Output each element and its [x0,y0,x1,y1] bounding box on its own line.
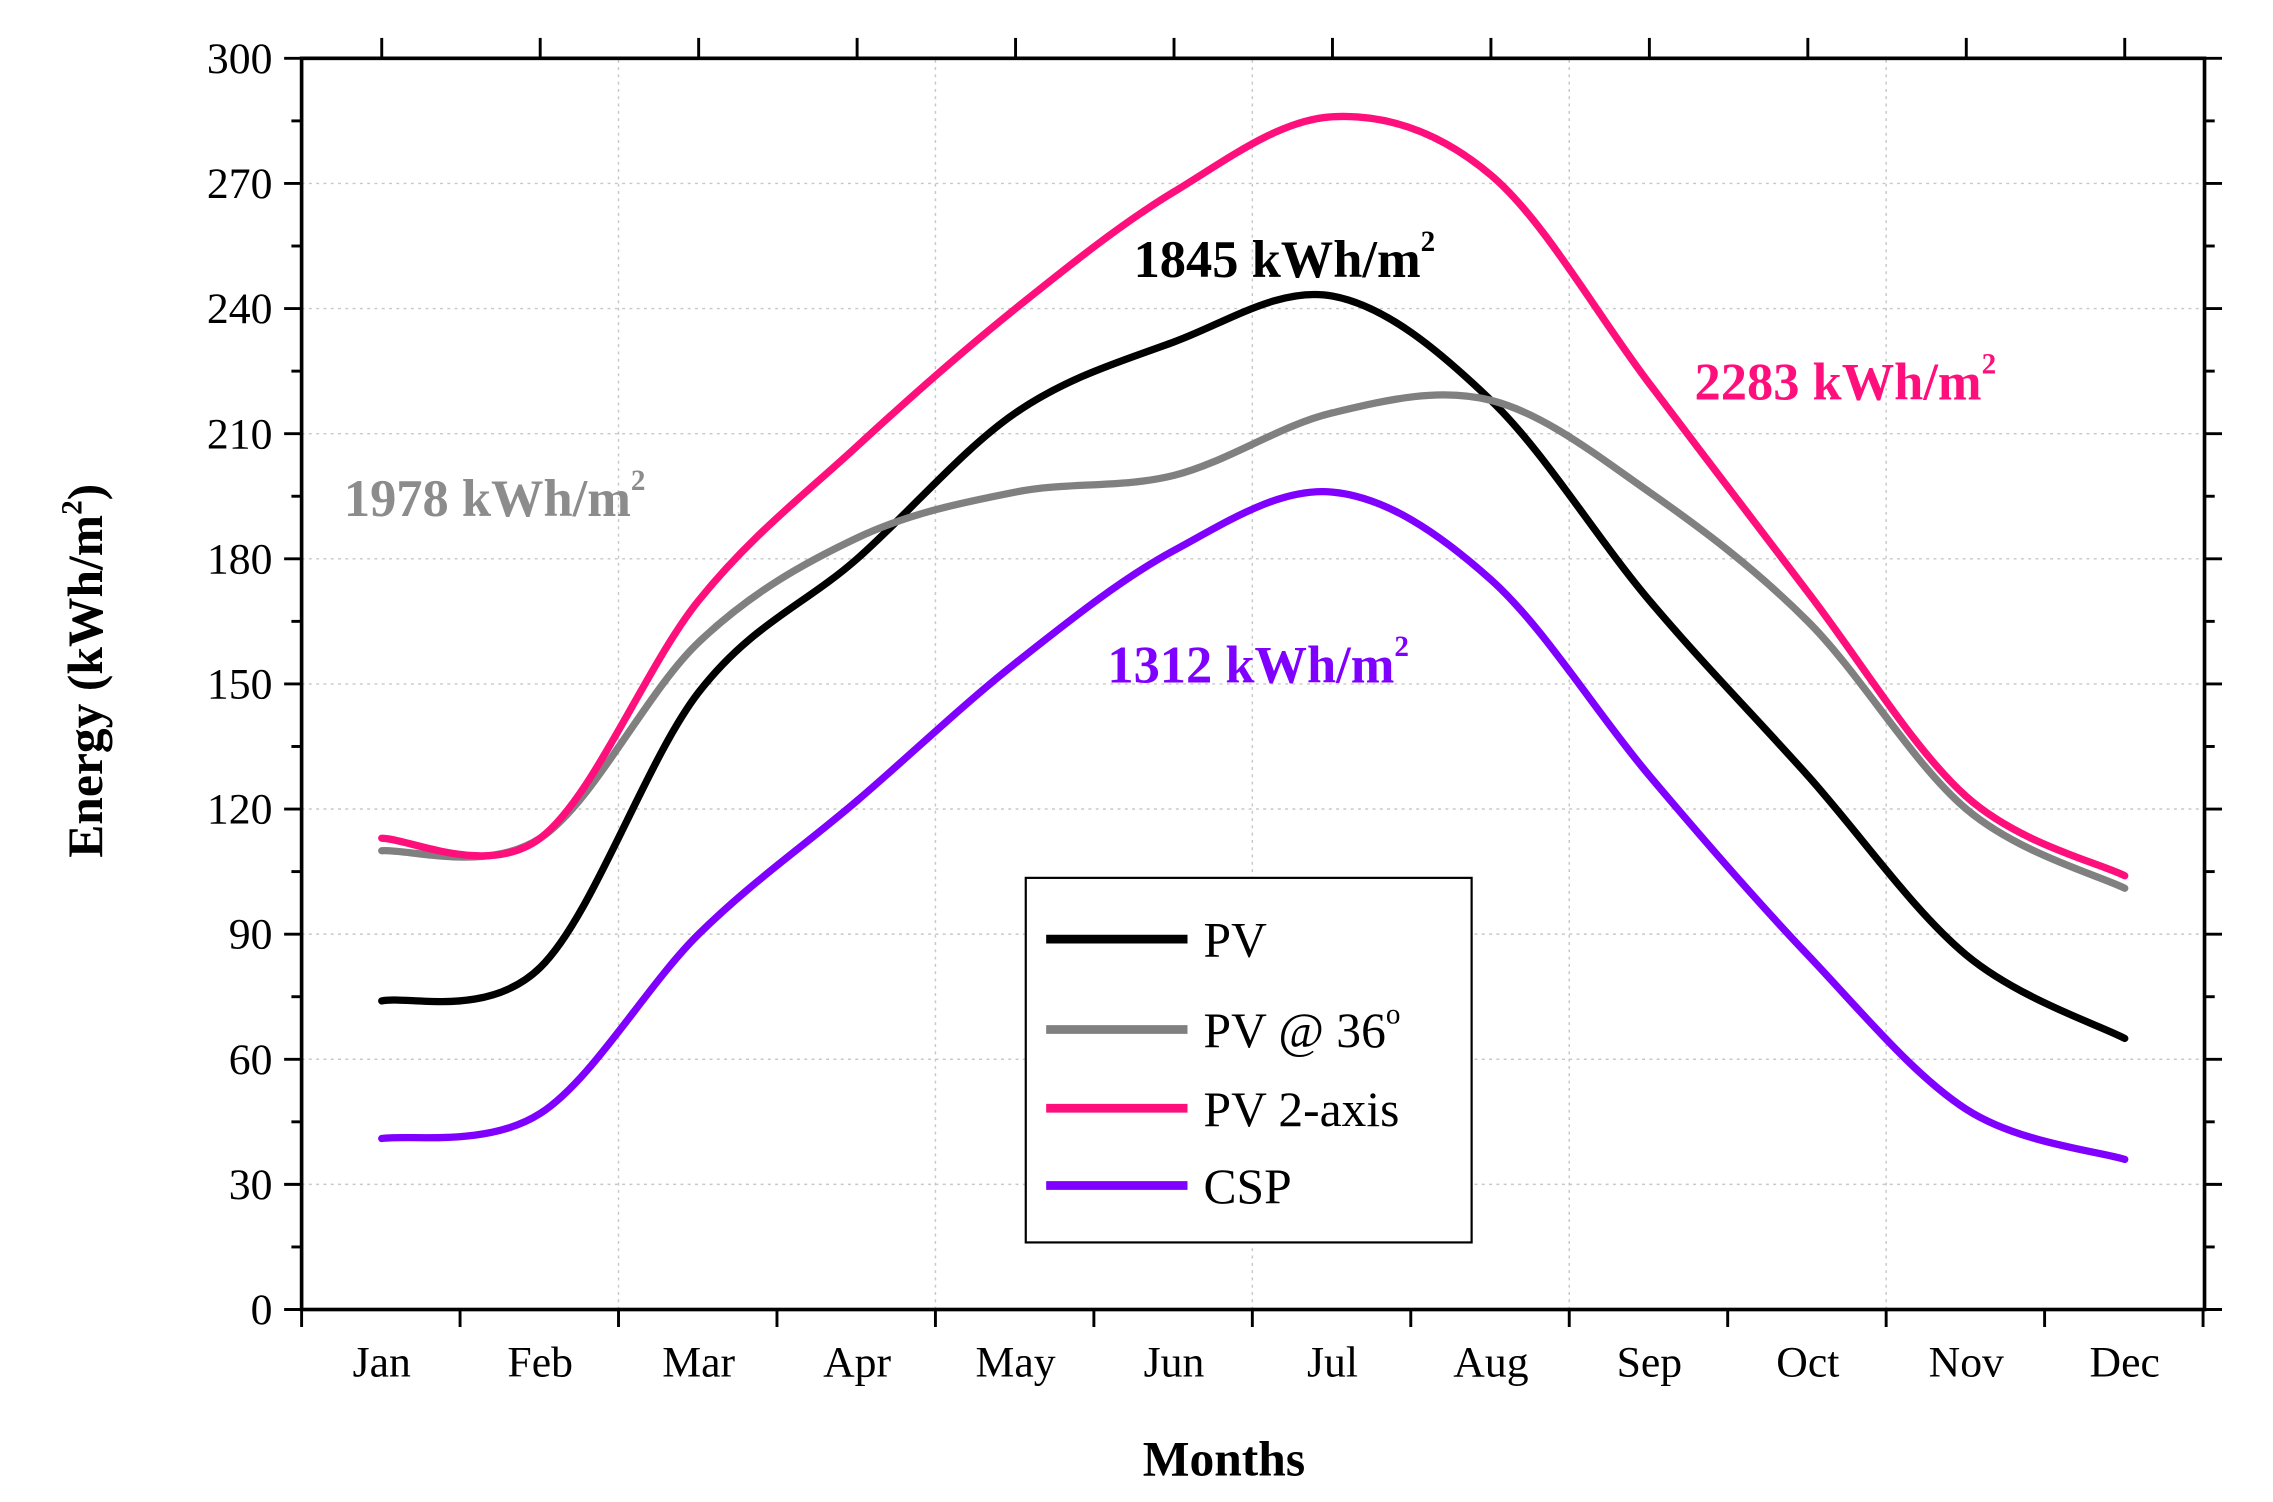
axes [284,37,2223,1328]
x-tick-label-jun: Jun [1144,1339,1205,1387]
annotations: 1845 kWh/m2 1978 kWh/m2 2283 kWh/m2 1312 kW… [344,226,1996,695]
y-tick-label: 150 [207,660,273,708]
x-tick-label-may: May [976,1339,1056,1387]
y-tick-label: 60 [229,1036,273,1084]
y-tick-label: 120 [207,786,273,834]
x-tick-label-jul: Jul [1307,1339,1358,1387]
y-tick-label: 0 [251,1286,273,1334]
y-tick-label: 210 [207,410,273,458]
annotation-total: 1978 kWh/m2 [344,465,646,528]
y-tick-label: 90 [229,911,273,959]
y-tick-label: 300 [207,35,273,83]
series-lines [378,112,2129,1164]
y-tick-label: 270 [207,160,273,208]
annotation-total: 1312 kWh/m2 [1107,631,1409,694]
series-line-pv-36 [378,391,2129,892]
x-tick-label-aug: Aug [1453,1339,1528,1387]
legend-label: CSP [1204,1159,1292,1214]
x-axis-label: Months [1143,1432,1305,1487]
y-tick-label: 240 [207,285,273,333]
y-tick-label: 30 [229,1161,273,1209]
x-tick-label-sep: Sep [1617,1339,1683,1387]
y-tick-label: 180 [207,535,273,583]
tick-labels: 0 30 60 90 120 150 180 210 240 270 300 Jan Feb Mar Apr… [207,35,2160,1387]
series-line-csp [378,487,2129,1164]
x-tick-label-oct: Oct [1776,1339,1839,1387]
x-tick-label-apr: Apr [823,1339,891,1387]
annotation-total: 2283 kWh/m2 [1695,348,1997,411]
annotation-total: 1845 kWh/m2 [1134,226,1436,289]
legend-label: PV 2-axis [1204,1082,1400,1137]
legend-label: PV @ 36o [1204,999,1401,1058]
x-tick-label-nov: Nov [1929,1339,2004,1387]
series-line-pv-2-axis [378,112,2129,880]
x-tick-label-dec: Dec [2090,1339,2160,1387]
series-line-pv [378,290,2129,1043]
x-tick-label-jan: Jan [353,1339,411,1387]
legend: PV PV @ 36o PV 2-axis CSP [1024,876,1473,1244]
legend-label: PV [1204,913,1268,968]
x-tick-label-feb: Feb [507,1339,573,1387]
x-tick-label-mar: Mar [662,1339,735,1387]
y-axis-label: Energy (kWh/m2) [57,484,113,858]
